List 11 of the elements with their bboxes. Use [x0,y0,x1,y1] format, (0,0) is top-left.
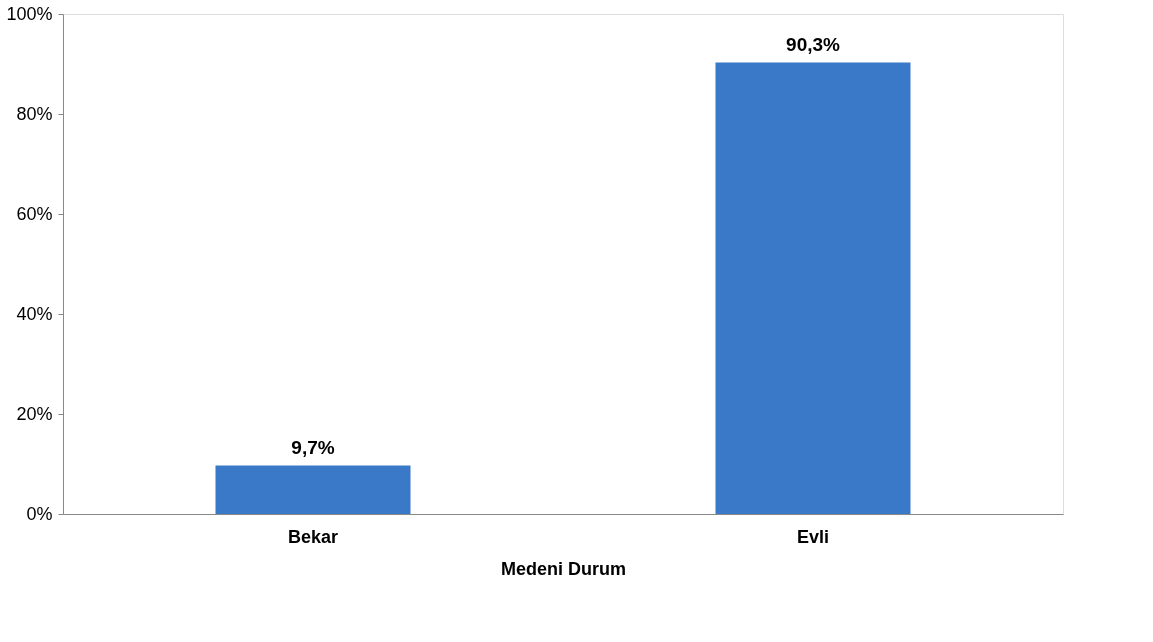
data-label: 90,3% [786,33,841,55]
x-tick-label: Evli [796,526,830,547]
y-tick-label: 80% [16,103,53,124]
y-tick-label: 100% [6,3,53,24]
y-tick-label: 20% [16,403,53,424]
x-tick-label: Bekar [287,526,339,547]
data-label: 9,7% [291,436,335,458]
x-axis-title: Medeni Durum [500,558,627,579]
y-tick-label: 40% [16,303,53,324]
y-tick-label: 60% [16,203,53,224]
y-tick-label: 0% [26,503,53,524]
